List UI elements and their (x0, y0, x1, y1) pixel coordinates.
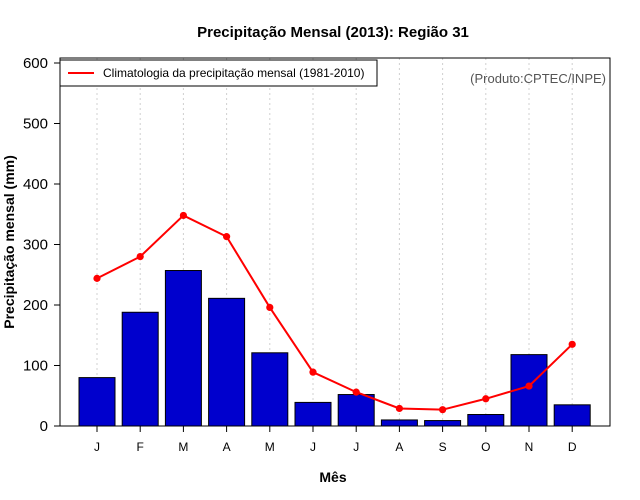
bar-0 (78, 377, 116, 427)
product-credit: (Produto:CPTEC/INPE) (470, 71, 606, 86)
climatology-point-7 (395, 404, 403, 413)
bar-7 (380, 419, 418, 427)
legend-entry-climatology: Climatologia da precipitação mensal (198… (103, 66, 364, 80)
bars (78, 270, 591, 427)
plot-frame (59, 57, 611, 427)
xtick-label-11: D (568, 440, 577, 454)
xtick-label-4: M (265, 440, 275, 454)
climatology-point-2 (179, 211, 187, 220)
chart-title: Precipitação Mensal (2013): Região 31 (197, 24, 469, 41)
climatology-point-11 (568, 340, 576, 348)
xtick-label-8: S (439, 440, 447, 454)
climatology-point-3 (223, 233, 231, 241)
xtick-label-6: J (353, 440, 359, 454)
xtick-label-5: J (310, 440, 316, 454)
ytick-label-2: 200 (23, 297, 48, 314)
ytick-label-3: 300 (23, 237, 48, 254)
bar-8 (424, 420, 462, 427)
climatology-point-9 (482, 395, 490, 403)
ytick-label-5: 500 (23, 116, 48, 133)
climatology-polyline (96, 214, 573, 411)
legend: Climatologia da precipitação mensal (198… (59, 59, 378, 87)
climatology-point-5 (309, 368, 317, 376)
bar-5 (294, 401, 332, 427)
climatology-point-8 (439, 406, 447, 414)
ytick-label-4: 400 (23, 176, 48, 193)
ytick-label-0: 0 (40, 418, 48, 435)
bar-4 (251, 352, 289, 427)
ytick-label-6: 600 (23, 55, 48, 72)
bar-9 (467, 414, 505, 427)
xtick-label-9: O (481, 440, 490, 454)
xtick-label-1: F (137, 440, 144, 454)
bar-11 (553, 404, 591, 427)
bar-2 (164, 270, 202, 427)
xtick-label-7: A (395, 440, 403, 454)
climatology-point-0 (93, 274, 101, 282)
x-axis-label: Mês (319, 469, 346, 485)
climatology-point-6 (352, 388, 360, 396)
bar-3 (208, 297, 246, 427)
bar-1 (121, 311, 159, 427)
y-axis-label: Precipitação mensal (mm) (1, 155, 17, 329)
legend-box (59, 59, 378, 87)
xtick-label-10: N (525, 440, 534, 454)
axes: 0 100 200 300 400 500 600 J F M A M J J A S O N D (23, 55, 577, 454)
xtick-label-2: M (178, 440, 188, 454)
climatology-point-4 (266, 303, 274, 312)
climatology-point-1 (136, 253, 144, 261)
xtick-label-3: A (223, 440, 231, 454)
bar-6 (337, 394, 375, 427)
ytick-label-1: 100 (23, 358, 48, 375)
climatology-line (93, 211, 576, 414)
climatology-point-10 (525, 382, 533, 390)
xtick-label-0: J (94, 440, 100, 454)
